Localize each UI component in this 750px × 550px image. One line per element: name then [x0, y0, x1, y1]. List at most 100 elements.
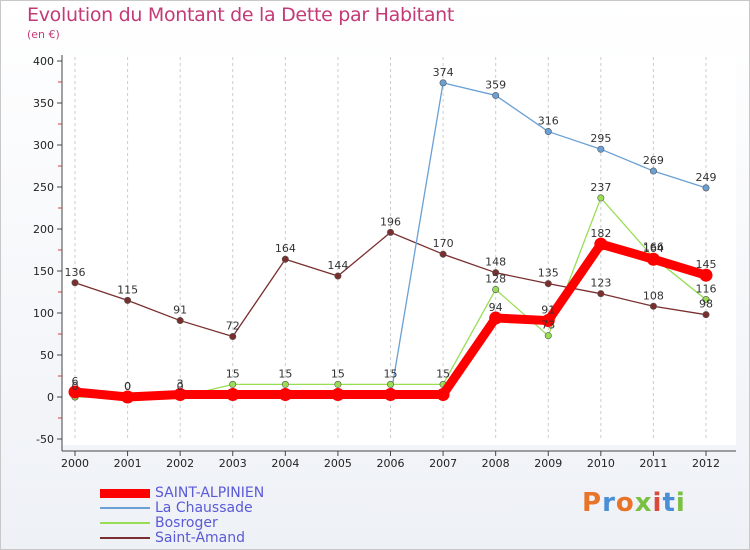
- data-point: [544, 280, 552, 288]
- data-label: 269: [643, 154, 664, 167]
- data-point: [649, 167, 657, 175]
- logo-letter: i: [652, 488, 663, 518]
- data-label: 15: [436, 367, 450, 380]
- data-label: 115: [117, 283, 138, 296]
- data-label: 94: [489, 301, 503, 314]
- data-point: [176, 317, 184, 325]
- x-tick-label: 2003: [219, 457, 247, 470]
- data-point: [71, 279, 79, 287]
- chart-title: Evolution du Montant de la Dette par Hab…: [27, 4, 455, 26]
- x-tick-label: 2002: [166, 457, 194, 470]
- y-tick-label: 350: [33, 97, 54, 110]
- y-tick-label: -50: [36, 433, 54, 446]
- data-point: [492, 269, 500, 277]
- x-tick-label: 2012: [692, 457, 720, 470]
- chart-subtitle: (en €): [27, 28, 60, 41]
- data-point: [492, 285, 500, 293]
- data-point: [439, 79, 447, 87]
- data-label: 15: [278, 367, 292, 380]
- logo-letter: r: [602, 488, 616, 518]
- y-tick-label: 250: [33, 181, 54, 194]
- data-label: 0: [124, 380, 131, 393]
- data-label: 145: [696, 258, 717, 271]
- data-label: 135: [538, 267, 559, 280]
- data-point: [226, 387, 240, 401]
- data-point: [702, 296, 710, 304]
- data-label: 0: [72, 380, 79, 393]
- data-point: [702, 184, 710, 192]
- logo-letter: o: [615, 488, 635, 518]
- data-point: [229, 380, 237, 388]
- logo-letter: t: [662, 488, 676, 518]
- data-point: [492, 91, 500, 99]
- data-point: [229, 333, 237, 341]
- data-point: [386, 380, 394, 388]
- y-tick-label: 0: [47, 391, 54, 404]
- data-label: 196: [380, 215, 401, 228]
- data-point: [544, 128, 552, 136]
- data-label: 123: [590, 277, 611, 290]
- data-label: 164: [643, 242, 664, 255]
- data-label: 91: [541, 304, 555, 317]
- data-label: 144: [327, 259, 348, 272]
- data-label: 73: [541, 319, 555, 332]
- data-point: [649, 302, 657, 310]
- y-tick-label: 150: [33, 265, 54, 278]
- data-label: 359: [485, 78, 506, 91]
- data-point: [699, 268, 713, 282]
- data-point: [597, 290, 605, 298]
- logo-letter: x: [634, 488, 653, 518]
- data-point: [384, 387, 397, 401]
- x-tick-label: 2005: [324, 457, 352, 470]
- data-label: 128: [485, 272, 506, 285]
- data-point: [173, 387, 187, 401]
- data-label: 15: [226, 367, 240, 380]
- data-label: 6: [72, 375, 79, 388]
- proxiti-logo: Proxiti: [582, 488, 686, 518]
- legend-label: Bosroger: [155, 515, 218, 531]
- data-point: [121, 390, 135, 404]
- data-point: [124, 296, 132, 304]
- data-label: 182: [590, 227, 611, 240]
- data-point: [68, 385, 82, 399]
- data-label: 295: [590, 132, 611, 145]
- data-label: 170: [433, 237, 454, 250]
- x-tick-label: 2008: [482, 457, 510, 470]
- data-label: 0: [177, 380, 184, 393]
- data-label: 249: [696, 171, 717, 184]
- y-tick-label: 50: [40, 349, 54, 362]
- data-point: [597, 194, 605, 202]
- data-point: [541, 314, 555, 328]
- x-tick-label: 2001: [114, 457, 142, 470]
- y-tick-label: 200: [33, 223, 54, 236]
- data-label: 374: [433, 66, 454, 79]
- data-label: 148: [485, 256, 506, 269]
- data-label: 166: [643, 241, 664, 254]
- data-label: 108: [643, 289, 664, 302]
- x-tick-label: 2007: [429, 457, 457, 470]
- data-label: 15: [384, 367, 398, 380]
- y-tick-label: 300: [33, 139, 54, 152]
- x-tick-label: 2010: [587, 457, 615, 470]
- data-point: [544, 332, 552, 340]
- data-point: [594, 237, 608, 251]
- data-label: 0: [124, 380, 131, 393]
- legend-label: Saint-Amand: [155, 530, 246, 546]
- data-label: 237: [590, 181, 611, 194]
- x-tick-label: 2009: [534, 457, 562, 470]
- x-tick-label: 2000: [61, 457, 89, 470]
- data-point: [281, 255, 289, 263]
- legend-swatch: [100, 537, 150, 539]
- data-point: [646, 252, 660, 266]
- data-point: [597, 145, 605, 153]
- data-label: 164: [275, 242, 296, 255]
- data-point: [386, 228, 394, 236]
- x-tick-label: 2004: [271, 457, 299, 470]
- data-point: [436, 387, 450, 401]
- y-tick-label: 400: [33, 55, 54, 68]
- legend-swatch: [100, 488, 150, 498]
- data-point: [439, 250, 447, 258]
- x-tick-label: 2006: [377, 457, 405, 470]
- data-label: 136: [65, 266, 86, 279]
